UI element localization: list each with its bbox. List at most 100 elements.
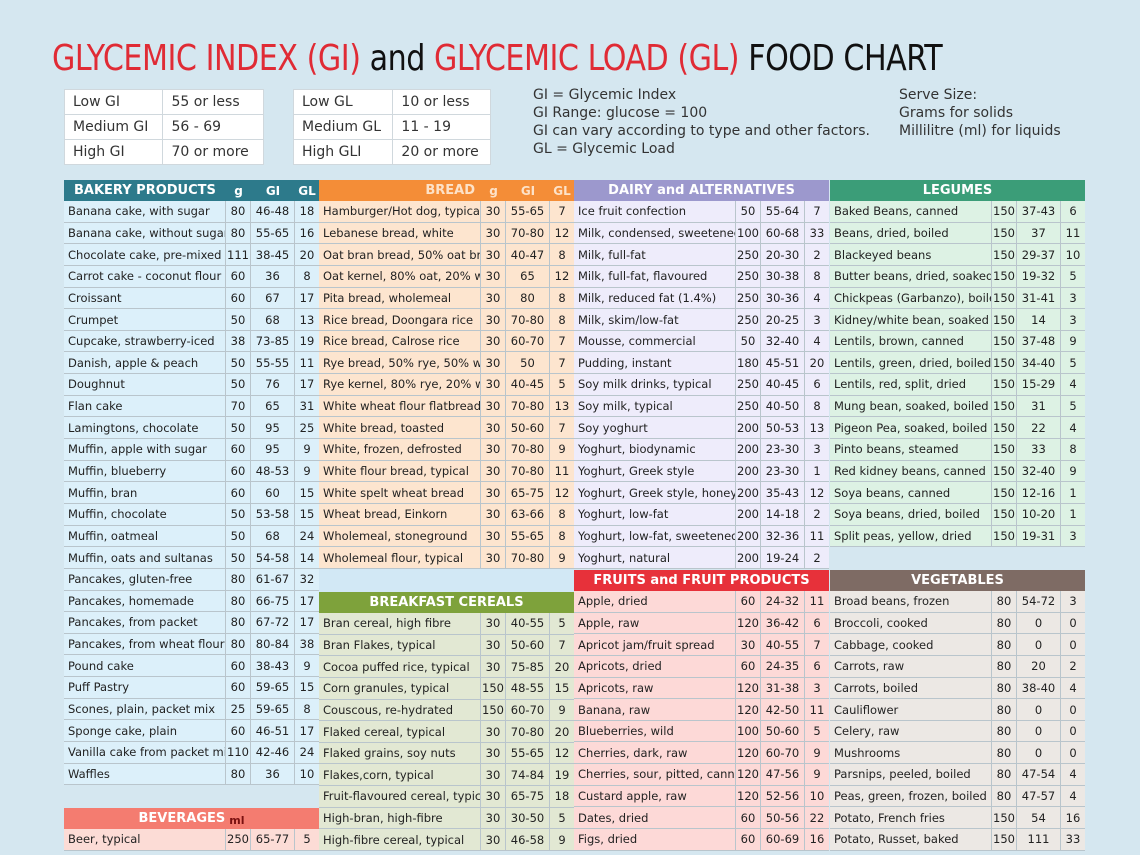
food-name: Peas, green, frozen, boiled: [830, 785, 992, 807]
gi-value: 80-84: [251, 633, 295, 655]
serve-size: 150: [992, 439, 1017, 460]
food-row: Split peas, yellow, dried 150 19-31 3: [830, 525, 1085, 548]
serve-size: 60: [736, 655, 761, 677]
gi-value: 47-56: [761, 764, 805, 785]
gi-value: 68: [251, 309, 295, 330]
gl-value: 4: [813, 290, 821, 305]
serve-size: 80: [992, 612, 1017, 634]
section-header: VEGETABLES: [830, 570, 1085, 591]
gl-value: 7: [558, 204, 566, 219]
gi-value: 32-40: [1017, 460, 1061, 482]
food-row: Carrots, boiled 80 38-40 4: [830, 677, 1085, 700]
serve-size: 150: [992, 807, 1017, 829]
gl-value: 15: [554, 681, 570, 696]
gl-value: 12: [554, 269, 570, 284]
gi-value: 38-40: [1017, 677, 1061, 699]
gi-value: 63-66: [506, 503, 550, 525]
food-name: Pigeon Pea, soaked, boiled: [830, 417, 992, 439]
food-name: Rye kernel, 80% rye, 20% wh.: [319, 374, 481, 395]
gl-value: 13: [554, 399, 570, 414]
serve-size: 120: [736, 764, 761, 785]
serve-size: 180: [736, 352, 761, 374]
food-row: White, frozen, defrosted 30 70-80 9: [319, 439, 574, 461]
gi-value: 45-51: [761, 352, 805, 374]
gi-value: 12-16: [1017, 482, 1061, 503]
gi-value: 46-48: [251, 201, 295, 222]
food-name: Blueberries, wild: [574, 720, 736, 742]
serve-size: 30: [481, 482, 506, 503]
gi-value: 33: [1017, 439, 1061, 460]
definitions-notes: GI = Glycemic Index GI Range: glucose = …: [533, 87, 870, 157]
gl-value: 8: [303, 269, 311, 284]
food-name: Celery, raw: [830, 720, 992, 742]
serve-size: 120: [736, 785, 761, 807]
food-name: Hamburger/Hot dog, typical: [319, 201, 481, 222]
gl-value: 11: [554, 464, 570, 478]
food-row: Scones, plain, packet mix 25 59-65 8: [64, 698, 319, 721]
food-name: Muffin, oats and sultanas: [64, 547, 226, 568]
gl-value: 24: [299, 745, 315, 760]
food-row: Blackeyed beans 150 29-37 10: [830, 244, 1085, 266]
food-row: White flour bread, typical 30 70-80 11: [319, 460, 574, 483]
food-row: Pigeon Pea, soaked, boiled 150 22 4: [830, 417, 1085, 440]
food-name: Flaked cereal, typical: [319, 721, 481, 742]
gi-value: 32-40: [761, 330, 805, 352]
gl-value: 0: [1069, 745, 1077, 760]
gi-value: 37: [1017, 222, 1061, 244]
gl-value: 2: [813, 507, 821, 522]
gl-value: 9: [558, 550, 566, 565]
serve-size: 30: [481, 460, 506, 482]
food-row: Cherries, dark, raw 120 60-70 9: [574, 742, 829, 765]
serve-size: 50: [226, 352, 251, 374]
food-name: Butter beans, dried, soaked: [830, 265, 992, 287]
food-name: Carrots, raw: [830, 655, 992, 677]
food-name: Sponge cake, plain: [64, 720, 226, 742]
serve-size: 30: [481, 417, 506, 439]
food-row: Dates, dried 60 50-56 22: [574, 807, 829, 830]
serve-size: 150: [992, 525, 1017, 547]
gl-value: 12: [554, 746, 570, 761]
gl-value: 0: [1069, 702, 1077, 717]
serve-size: 150: [992, 417, 1017, 439]
serve-size: 200: [736, 547, 761, 568]
serve-size: 150: [992, 222, 1017, 244]
food-row: Yoghurt, biodynamic 200 23-30 3: [574, 439, 829, 461]
food-row: Lentils, red, split, dried 150 15-29 4: [830, 374, 1085, 396]
gi-legend-table: Low GI 55 or less Medium GI 56 - 69 High G…: [63, 89, 264, 165]
gi-value: 42-50: [761, 699, 805, 720]
food-name: Milk, full-fat: [574, 244, 736, 265]
gi-value: 20-30: [761, 244, 805, 265]
serve-size: 150: [992, 460, 1017, 482]
gi-value: 40-55: [506, 613, 550, 634]
section-header: BAKERY PRODUCTS g GI GL: [64, 180, 319, 201]
serve-size: 80: [992, 677, 1017, 699]
serve-size: 30: [481, 807, 506, 829]
food-name: Figs, dried: [574, 829, 736, 850]
gl-value: 4: [1069, 377, 1077, 392]
food-name: Ice fruit confection: [574, 201, 736, 222]
food-row: White spelt wheat bread 30 65-75 12: [319, 482, 574, 504]
food-row: Beans, dried, boiled 150 37 11: [830, 222, 1085, 245]
food-row: Flaked grains, soy nuts 30 55-65 12: [319, 742, 574, 765]
food-row: Yoghurt, Greek style, honey 200 35-43 12: [574, 482, 829, 504]
gl-value: 17: [299, 593, 315, 608]
serve-size: 30: [481, 786, 506, 807]
section-header: BREAKFAST CEREALS: [319, 592, 574, 613]
gi-value: 14-18: [761, 503, 805, 525]
serve-size: 80: [992, 591, 1017, 612]
serve-size: 50: [736, 330, 761, 352]
gl-value: 8: [558, 507, 566, 522]
gi-value: 50: [506, 352, 550, 374]
food-name: Mousse, commercial: [574, 330, 736, 352]
food-name: Yoghurt, Greek style: [574, 460, 736, 482]
serve-size: 150: [481, 677, 506, 699]
food-row: Rye kernel, 80% rye, 20% wh. 30 40-45 5: [319, 374, 574, 396]
gi-value: 40-47: [506, 244, 550, 265]
serve-size: 60: [226, 482, 251, 503]
food-name: Lentils, red, split, dried: [830, 374, 992, 395]
food-name: Pita bread, wholemeal: [319, 287, 481, 309]
food-row: Soy yoghurt 200 50-53 13: [574, 417, 829, 440]
food-name: Carrots, boiled: [830, 677, 992, 699]
food-row: High-bran, high-fibre 30 30-50 5: [319, 807, 574, 830]
section-title: BEVERAGES: [138, 811, 226, 826]
